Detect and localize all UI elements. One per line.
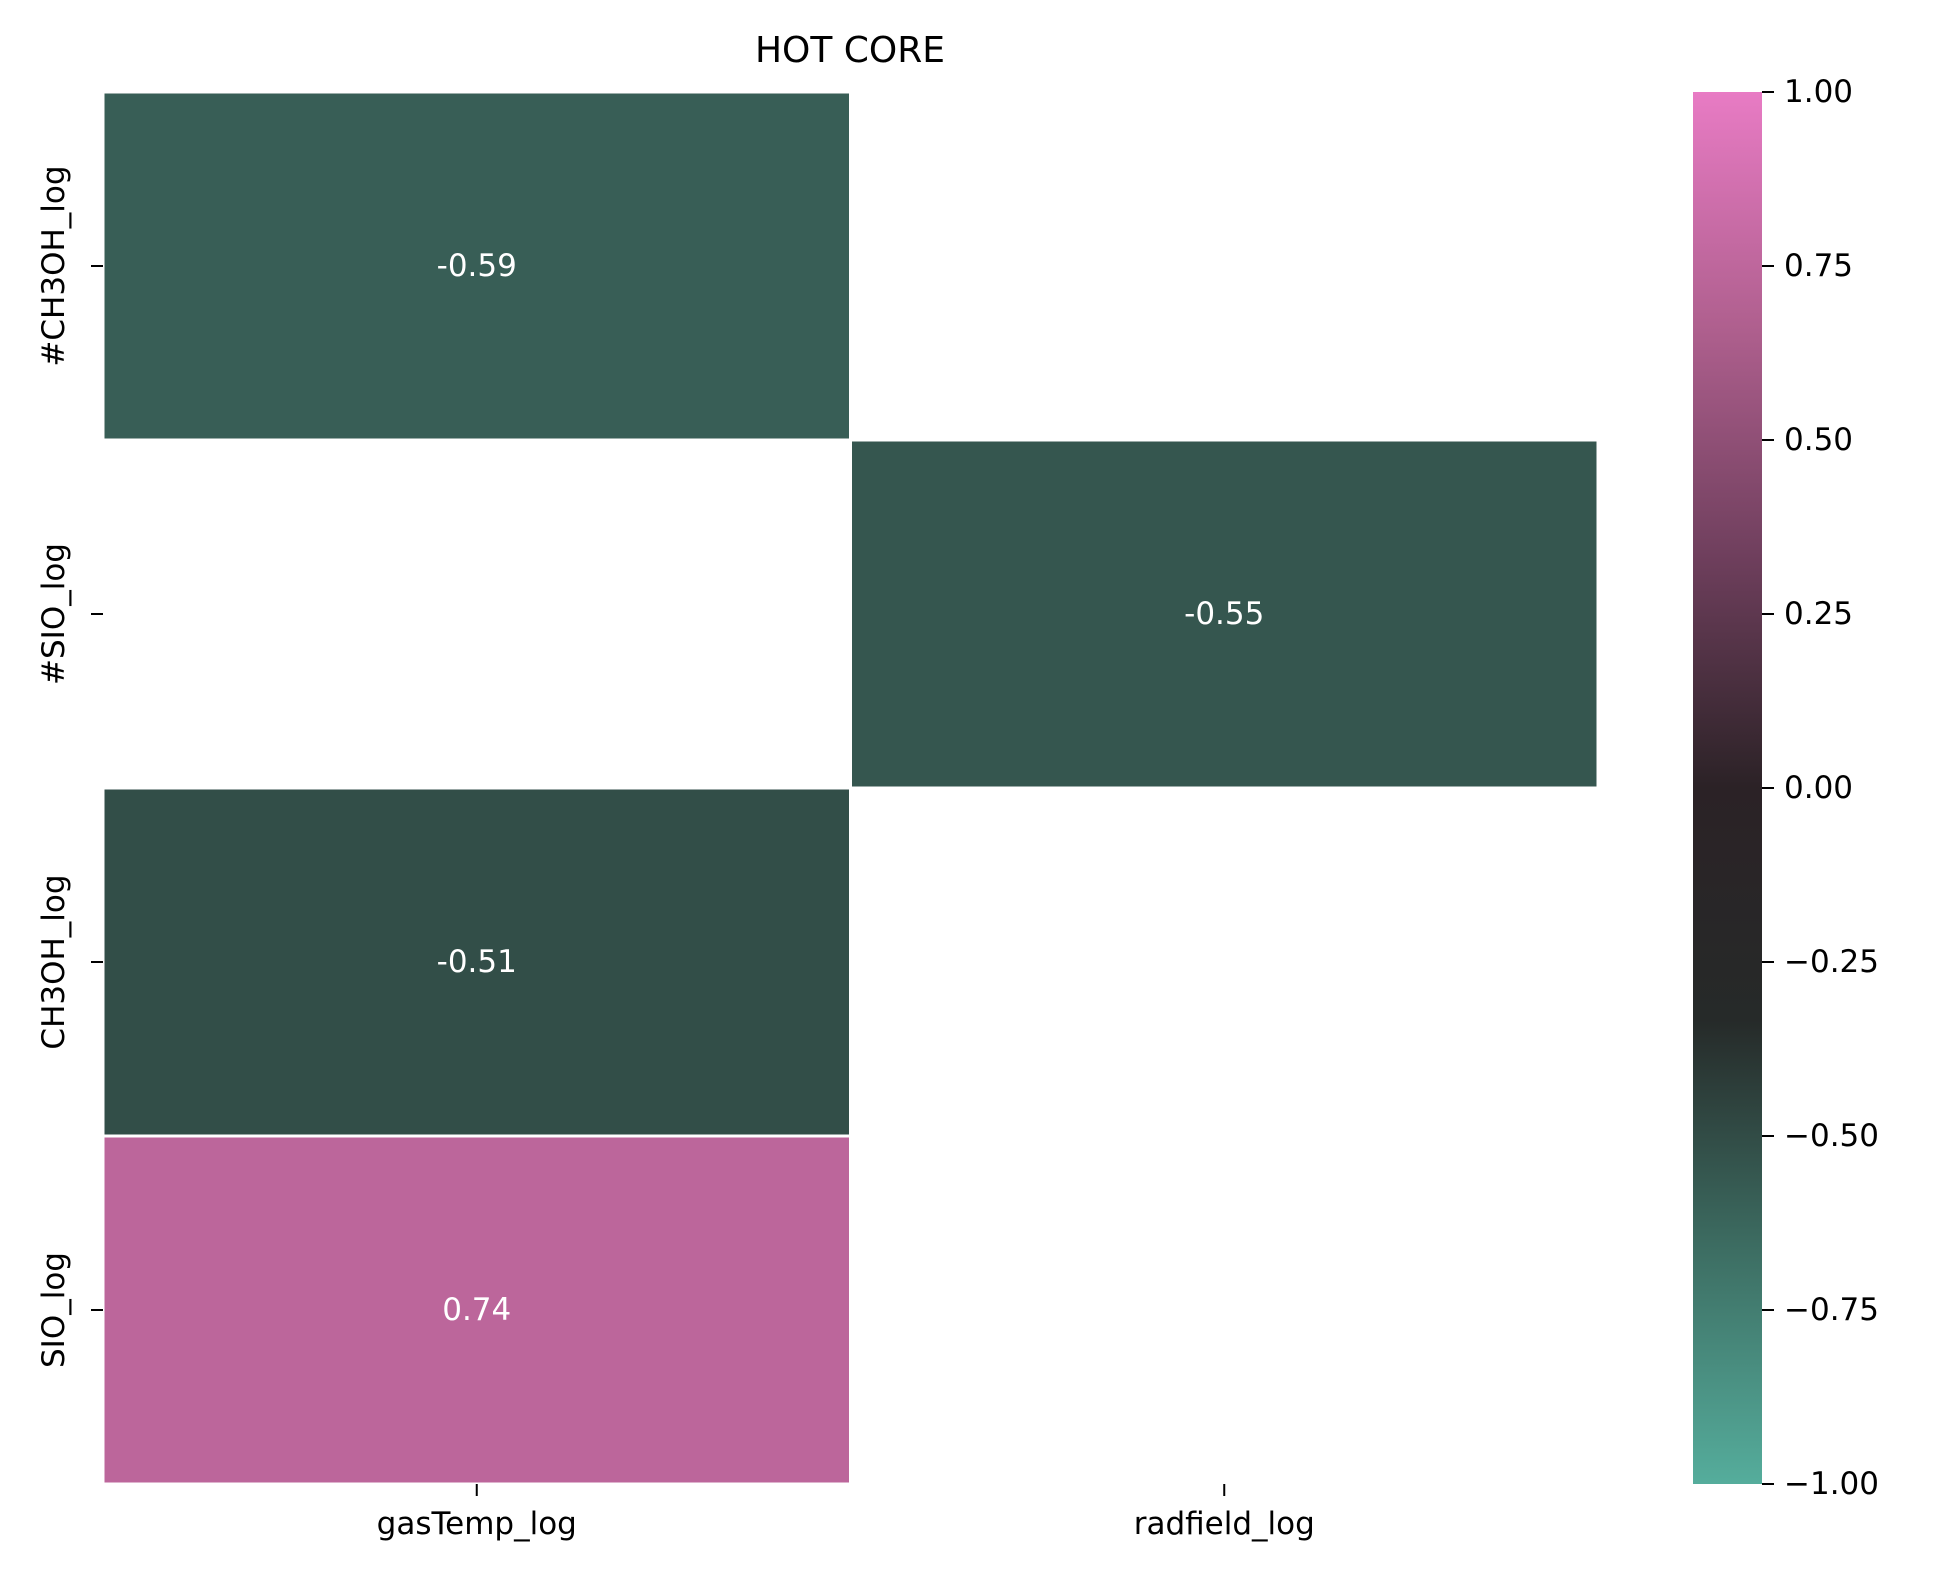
colorbar-ticks: 1.00 0.75 0.50 0.25 0.00 −0.25 −0.50 −0.75 −1.00 — [1762, 74, 1879, 1502]
x-axis: gasTemp_log radfield_log — [377, 1484, 1315, 1542]
colorbar-tick-label: −0.75 — [1784, 1292, 1879, 1328]
y-tick-label: SIO_log — [36, 1252, 72, 1368]
chart-title: HOT CORE — [755, 30, 945, 71]
heatmap-cells: -0.59 -0.55 -0.51 0.74 — [104, 93, 1597, 1483]
colorbar-tick-label: 0.50 — [1784, 422, 1853, 458]
colorbar-tick-label: −0.25 — [1784, 944, 1879, 980]
heatmap-cell-sio-log-radfield-log — [852, 441, 1597, 787]
colorbar-tick-label: 0.25 — [1784, 596, 1853, 632]
y-axis: #CH3OH_log #SIO_log CH3OH_log SIO_log — [36, 165, 103, 1368]
cell-value-label: -0.51 — [437, 944, 517, 980]
colorbar: 1.00 0.75 0.50 0.25 0.00 −0.25 −0.50 −0.75 −1.00 — [1693, 74, 1879, 1502]
cell-value-label: 0.74 — [442, 1292, 511, 1328]
cell-value-label: -0.59 — [437, 248, 517, 284]
colorbar-tick-label: 0.75 — [1784, 248, 1853, 284]
y-tick-label: #SIO_log — [36, 543, 72, 685]
y-tick-label: CH3OH_log — [36, 874, 72, 1049]
x-tick-label: gasTemp_log — [377, 1506, 577, 1542]
heatmap-cell-ch3oh-log-gastemp-log — [104, 93, 849, 439]
colorbar-tick-label: 1.00 — [1784, 74, 1853, 110]
colorbar-tick-label: −0.50 — [1784, 1118, 1879, 1154]
heatmap-cell-ch3oh-log-gastemp-log — [104, 789, 849, 1135]
cell-value-label: -0.55 — [1184, 596, 1264, 632]
colorbar-tick-label: 0.00 — [1784, 770, 1853, 806]
y-tick-label: #CH3OH_log — [36, 165, 72, 366]
heatmap-cell-sio-log-gastemp-log — [104, 1137, 849, 1483]
x-tick-label: radfield_log — [1134, 1506, 1315, 1542]
colorbar-tick-label: −1.00 — [1784, 1466, 1879, 1502]
colorbar-gradient — [1693, 92, 1762, 1484]
